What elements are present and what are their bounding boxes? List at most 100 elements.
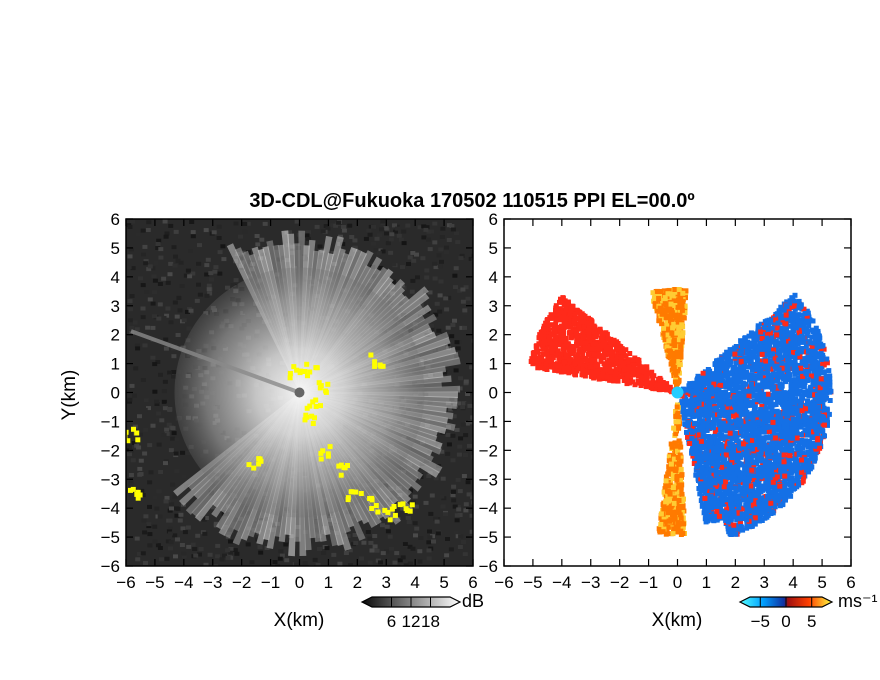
velocity-cell [715,453,720,459]
velocity-cell [777,492,782,498]
velocity-cell [772,472,778,478]
velocity-cell [715,358,720,364]
velocity-cell [785,365,791,371]
velocity-cell [711,381,717,387]
intensity-noise-cell [277,556,283,561]
velocity-cell [752,491,758,497]
intensity-noise-cell [225,285,230,290]
velocity-cell [707,372,713,378]
intensity-noise-cell [444,245,449,250]
velocity-cell [801,422,807,428]
velocity-cell [739,399,745,405]
velocity-cell [749,367,755,373]
intensity-noise-cell [170,436,176,441]
intensity-noise-cell [432,221,438,226]
intensity-noise-cell [188,308,194,313]
intensity-noise-cell [361,540,367,545]
velocity-cell [735,496,741,502]
velocity-cell [744,517,750,523]
velocity-cell [777,309,783,315]
velocity-cell [758,407,764,412]
intensity-noise-cell [190,542,196,547]
intensity-noise-cell [166,529,172,534]
velocity-cell [759,403,765,409]
x-tick-label: 5 [439,573,448,592]
velocity-cell [747,422,753,427]
velocity-cell [815,344,821,349]
intensity-noise-cell [141,518,147,523]
velocity-cell [716,361,722,366]
velocity-cell [783,431,789,436]
intensity-noise-cell [162,379,168,384]
velocity-cell [733,405,739,411]
intensity-noise-cell [150,325,156,330]
velocity-cell [777,483,783,489]
intensity-noise-cell [132,320,138,325]
velocity-cell [813,415,819,421]
velocity-cell [701,382,707,388]
intensity-noise-cell [188,248,193,253]
velocity-cell [773,350,779,356]
intensity-noise-cell [202,531,208,536]
intensity-noise-cell [423,227,429,232]
velocity-cell [805,432,811,438]
intensity-noise-cell [436,328,442,333]
velocity-cell [743,416,749,422]
velocity-cell [766,479,772,485]
intensity-noise-cell [143,261,149,266]
velocity-cell [804,333,810,339]
velocity-cell [705,367,711,372]
velocity-cell [798,365,803,371]
intensity-noise-cell [152,362,158,367]
velocity-cell [784,303,790,309]
velocity-cell [733,360,739,366]
velocity-cell [705,455,711,461]
intensity-noise-cell [158,255,164,260]
overlay-cell [310,421,316,426]
velocity-cell [759,336,765,341]
intensity-noise-cell [168,320,174,325]
velocity-cell [724,349,730,355]
velocity-cell [744,437,750,443]
intensity-noise-cell [272,560,278,564]
velocity-cell [769,333,775,339]
velocity-cell [782,379,788,385]
intensity-noise-cell [372,534,378,538]
velocity-cell [726,505,732,511]
velocity-cell [717,397,723,403]
intensity-noise-cell [466,492,472,497]
velocity-cell [766,428,772,434]
intensity-noise-cell [180,345,186,350]
intensity-noise-cell [217,250,223,255]
velocity-cell [704,421,710,427]
velocity-cell [812,328,818,334]
velocity-cell [757,373,763,379]
velocity-cell [825,422,830,428]
intensity-noise-cell [163,461,168,466]
velocity-cell [724,404,730,410]
velocity-cell [747,459,753,465]
velocity-cell [754,356,760,362]
intensity-noise-cell [461,401,467,406]
velocity-cell [719,446,725,452]
velocity-cell [767,346,772,352]
velocity-cell [824,415,830,421]
intensity-noise-cell [132,387,138,392]
velocity-cell [736,493,742,499]
velocity-cell [810,445,815,451]
intensity-noise-cell [175,258,181,263]
intensity-noise-cell [142,407,148,412]
velocity-cell [722,373,728,379]
velocity-cell [827,387,833,393]
intensity-noise-cell [398,237,404,242]
velocity-cell [780,439,786,445]
intensity-noise-cell [238,234,243,239]
velocity-cell [813,359,819,365]
velocity-cell [726,354,732,360]
intensity-noise-cell [213,265,219,270]
velocity-cell [767,330,773,336]
intensity-noise-cell [156,411,162,416]
velocity-cell [785,461,791,467]
velocity-cell [798,324,804,330]
velocity-cell [721,411,727,417]
